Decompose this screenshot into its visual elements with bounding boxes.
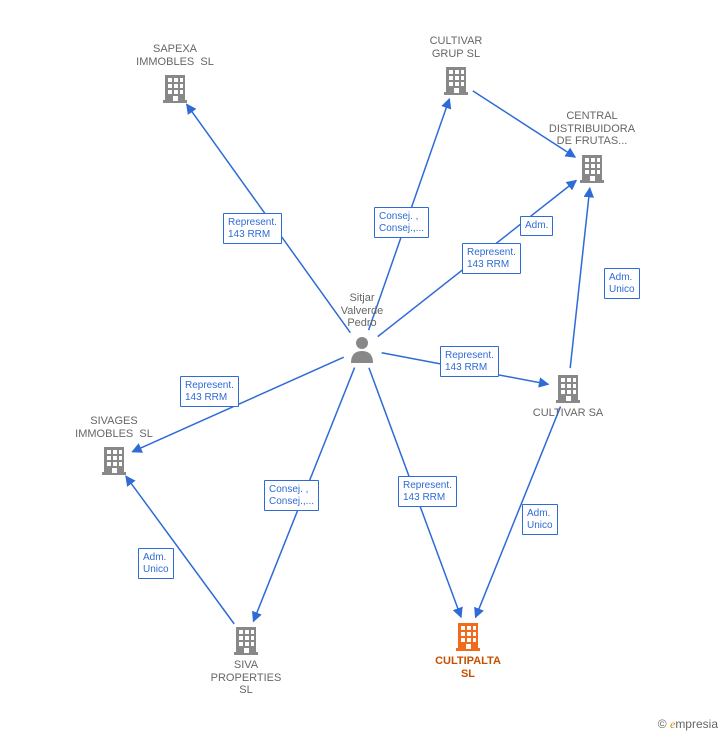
edge-label[interactable]: Represent. 143 RRM [440, 346, 499, 377]
copyright-symbol: © [658, 717, 667, 731]
node-label[interactable]: CULTIVARGRUP SL [396, 35, 516, 60]
edge-label[interactable]: Adm. Unico [138, 548, 174, 579]
edge-label[interactable]: Adm. Unico [604, 268, 640, 299]
edge-label[interactable]: Consej. , Consej.,... [264, 480, 319, 511]
building-icon[interactable] [100, 445, 128, 475]
building-icon[interactable] [554, 373, 582, 403]
node-label[interactable]: CULTIPALTASL [408, 655, 528, 680]
edge [570, 188, 590, 368]
node-label[interactable]: CENTRALDISTRIBUIDORADE FRUTAS... [532, 110, 652, 148]
footer: © empresia [658, 717, 718, 732]
node-label[interactable]: CULTIVAR SA [508, 407, 628, 420]
edge-label[interactable]: Consej. , Consej.,... [374, 207, 429, 238]
node-label[interactable]: SitjarValverdePedro [302, 292, 422, 330]
edge-label[interactable]: Represent. 143 RRM [398, 476, 457, 507]
edge-label[interactable]: Adm. Unico [522, 504, 558, 535]
building-icon[interactable] [161, 73, 189, 103]
building-icon[interactable] [442, 65, 470, 95]
building-icon[interactable] [232, 625, 260, 655]
edge-label[interactable]: Represent. 143 RRM [223, 213, 282, 244]
person-icon[interactable] [349, 335, 375, 363]
node-label[interactable]: SIVAPROPERTIESSL [186, 659, 306, 697]
building-icon[interactable] [454, 621, 482, 651]
node-label[interactable]: SIVAGESIMMOBLES SL [54, 415, 174, 440]
node-label[interactable]: SAPEXAIMMOBLES SL [115, 43, 235, 68]
edge-label[interactable]: Adm. [520, 216, 553, 236]
building-icon[interactable] [578, 153, 606, 183]
brand-rest: mpresia [675, 717, 718, 731]
edge-label[interactable]: Represent. 143 RRM [462, 243, 521, 274]
edge-label[interactable]: Represent. 143 RRM [180, 376, 239, 407]
